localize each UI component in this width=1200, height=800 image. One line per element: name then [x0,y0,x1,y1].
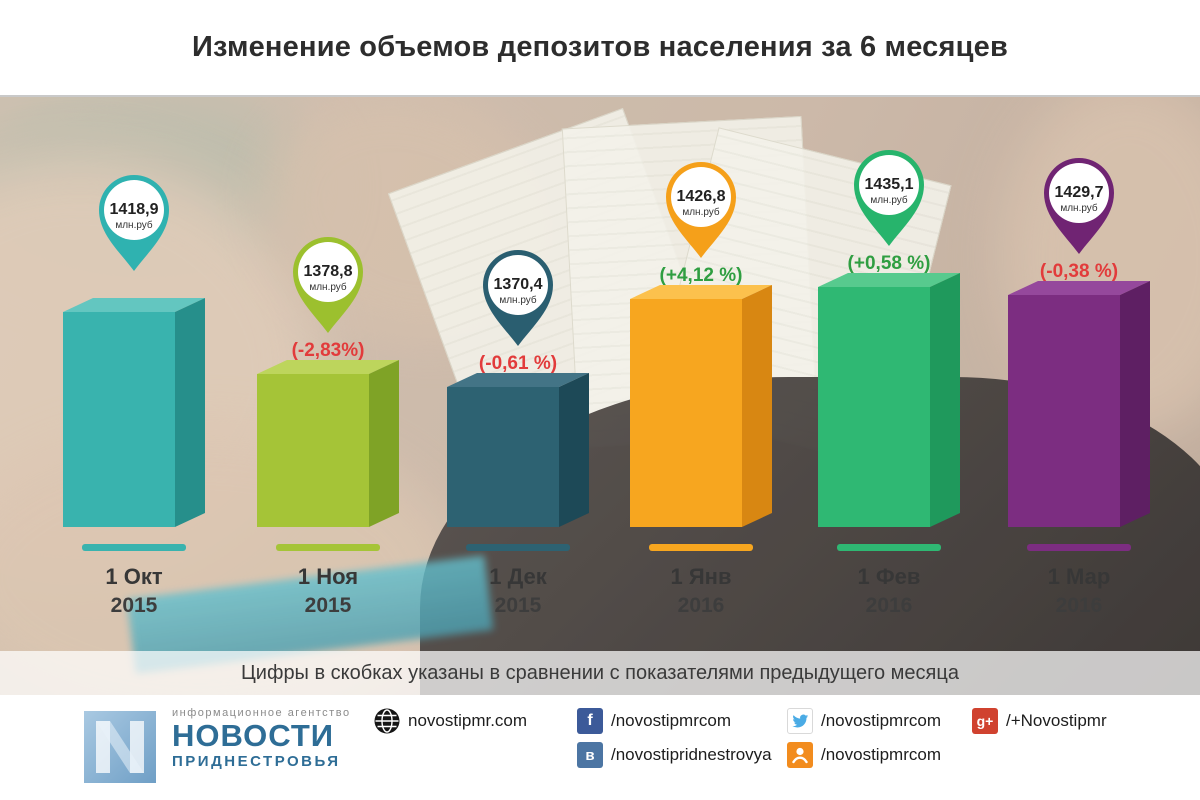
chart-caption: Цифры в скобках указаны в сравнении с по… [0,651,1200,695]
axis-strip [1027,544,1131,551]
value-pin: 1429,7 млн.руб [1039,153,1119,255]
date-month: 1 Фев [857,564,921,589]
social-label: novostipmr.com [408,711,528,730]
change-label: (-0,38 %) [1039,261,1119,282]
header: Изменение объемов депозитов населения за… [0,0,1200,97]
social-link-google-plus[interactable]: g+ /+Novostipmr [972,708,1107,734]
value-unit: млн.руб [682,206,720,218]
date-year: 2015 [494,594,542,617]
change-label: (-2,83%) [291,340,365,361]
page-title: Изменение объемов депозитов населения за… [192,31,1008,63]
axis-strip [82,544,186,551]
date-year: 2015 [110,594,158,617]
change-label: (-0,61 %) [478,353,558,374]
date-month: 1 Янв [670,564,732,589]
twitter-icon [787,708,813,734]
date-month: 1 Ноя [297,564,359,589]
value-unit: млн.руб [309,281,347,293]
agency-name: НОВОСТИ [172,718,335,753]
social-label: /novostipmrcom [821,711,941,730]
google-plus-icon: g+ [972,708,998,734]
bar-3d [818,273,960,527]
change-label: (+4,12 %) [659,265,743,286]
social-link-facebook[interactable]: f /novostipmrcom [577,708,731,734]
agency-tagline: информационное агентство [172,707,351,719]
axis-strip [466,544,570,551]
bar-group-3: 1370,4 млн.руб (-0,61 %) 1 Дек 2015 [447,0,589,800]
bar-3d [257,360,399,527]
social-link-website[interactable]: novostipmr.com [374,708,527,734]
odnoklassniki-icon [787,742,813,768]
bar-group-2: 1378,8 млн.руб (-2,83%) 1 Ноя 2015 [257,0,399,800]
value-pin: 1370,4 млн.руб [478,245,558,347]
value-label: 1418,9 [110,201,159,218]
value-unit: млн.руб [1060,202,1098,214]
bar-group-1: 1418,9 млн.руб 1 Окт 2015 [63,0,205,800]
social-link-vk[interactable]: в /novostipridnestrovya [577,742,772,768]
value-label: 1429,7 [1055,184,1104,201]
social-link-odnoklassniki[interactable]: /novostipmrcom [787,742,941,768]
date-year: 2016 [677,594,725,617]
bar-group-6: 1429,7 млн.руб (-0,38 %) 1 Мар 2016 [1008,0,1150,800]
social-link-twitter[interactable]: /novostipmrcom [787,708,941,734]
bar-group-4: 1426,8 млн.руб (+4,12 %) 1 Янв 2016 [630,0,772,800]
bar-3d [630,285,772,527]
agency-region: ПРИДНЕСТРОВЬЯ [172,753,341,770]
value-pin: 1418,9 млн.руб [94,170,174,272]
date-month: 1 Дек [489,564,547,589]
axis-strip [276,544,380,551]
social-label: /novostipmrcom [611,711,731,730]
value-unit: млн.руб [115,219,153,231]
date-year: 2016 [865,594,913,617]
value-label: 1435,1 [865,176,914,193]
value-pin: 1378,8 млн.руб [288,232,368,334]
bar-3d [63,298,205,527]
value-pin: 1435,1 млн.руб [849,145,929,247]
social-label: /novostipmrcom [821,745,941,764]
value-pin: 1426,8 млн.руб [661,157,741,259]
value-unit: млн.руб [499,294,537,306]
globe-icon [374,708,400,734]
date-month: 1 Окт [105,564,163,589]
date-year: 2015 [304,594,352,617]
background-photo: Цифры в скобках указаны в сравнении с по… [0,97,1200,695]
axis-strip [837,544,941,551]
change-label: (+0,58 %) [847,253,931,274]
vk-icon: в [577,742,603,768]
agency-logo-icon [84,711,156,783]
social-label: /novostipridnestrovya [611,745,772,764]
bar-group-5: 1435,1 млн.руб (+0,58 %) 1 Фев 2016 [818,0,960,800]
bar-3d [1008,281,1150,527]
agency-logo: информационное агентство НОВОСТИ ПРИДНЕС… [172,707,351,770]
value-label: 1426,8 [677,188,726,205]
axis-strip [649,544,753,551]
value-label: 1370,4 [494,276,543,293]
value-unit: млн.руб [870,194,908,206]
value-label: 1378,8 [304,263,353,280]
footer: информационное агентство НОВОСТИ ПРИДНЕС… [0,695,1200,800]
date-month: 1 Мар [1047,564,1111,589]
facebook-icon: f [577,708,603,734]
date-year: 2016 [1055,594,1103,617]
social-label: /+Novostipmr [1006,711,1107,730]
bar-3d [447,373,589,527]
